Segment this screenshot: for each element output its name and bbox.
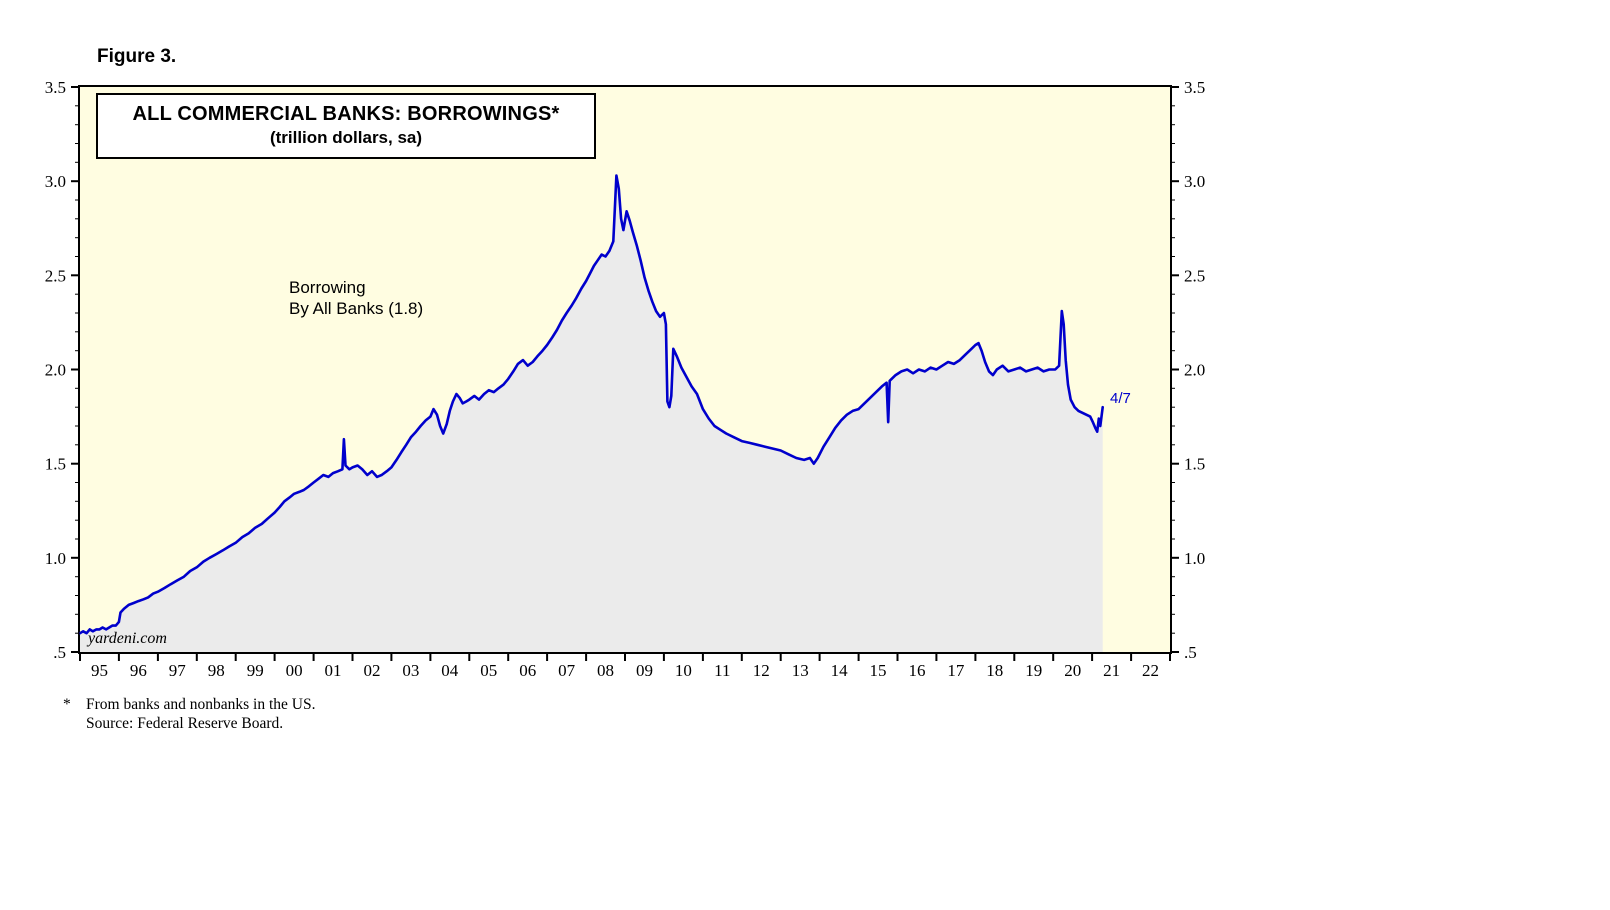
svg-text:1.5: 1.5 — [45, 455, 66, 474]
source-text: Source: Federal Reserve Board. — [86, 715, 284, 732]
svg-text:2.5: 2.5 — [45, 266, 66, 285]
series-annotation-line2: By All Banks (1.8) — [289, 299, 424, 318]
watermark-yardeni: yardeni.com — [88, 630, 167, 647]
svg-text:15: 15 — [870, 661, 887, 680]
svg-text:00: 00 — [286, 661, 303, 680]
chart-title: ALL COMMERCIAL BANKS: BORROWINGS* — [132, 103, 560, 125]
svg-text:17: 17 — [947, 661, 965, 680]
svg-text:99: 99 — [247, 661, 264, 680]
footnote-text: From banks and nonbanks in the US. — [86, 696, 316, 713]
svg-text:3.0: 3.0 — [45, 172, 66, 191]
svg-text:05: 05 — [480, 661, 497, 680]
svg-text:95: 95 — [91, 661, 108, 680]
chart-svg: .5 .5 1.0 1.0 1.5 1.5 2.0 2.0 2.5 2.5 3.0 3.0 3.5 3.5… — [45, 78, 1206, 680]
svg-text:08: 08 — [597, 661, 614, 680]
series-annotation: Borrowing By All Banks (1.8) — [289, 277, 423, 319]
svg-text:06: 06 — [519, 661, 536, 680]
svg-text:3.0: 3.0 — [1184, 172, 1205, 191]
svg-text:01: 01 — [325, 661, 342, 680]
svg-text:10: 10 — [675, 661, 692, 680]
svg-text:1.0: 1.0 — [1184, 549, 1205, 568]
svg-text:18: 18 — [986, 661, 1003, 680]
last-value-date-label: 4/7 — [1110, 390, 1131, 407]
footnote-asterisk: * — [63, 696, 71, 713]
svg-text:2.0: 2.0 — [1184, 361, 1205, 380]
chart-title-box: ALL COMMERCIAL BANKS: BORROWINGS* (trill… — [96, 93, 596, 159]
svg-text:03: 03 — [402, 661, 419, 680]
svg-text:96: 96 — [130, 661, 147, 680]
svg-text:.5: .5 — [53, 643, 66, 662]
svg-text:2.0: 2.0 — [45, 361, 66, 380]
svg-text:16: 16 — [909, 661, 926, 680]
svg-text:02: 02 — [364, 661, 381, 680]
svg-text:.5: .5 — [1184, 643, 1197, 662]
svg-text:1.0: 1.0 — [45, 549, 66, 568]
svg-text:20: 20 — [1064, 661, 1081, 680]
svg-text:09: 09 — [636, 661, 653, 680]
chart-plot-area: .5 .5 1.0 1.0 1.5 1.5 2.0 2.0 2.5 2.5 3.0 3.0 3.5 3.5… — [45, 78, 1206, 680]
svg-text:1.5: 1.5 — [1184, 455, 1205, 474]
svg-text:21: 21 — [1103, 661, 1120, 680]
svg-text:98: 98 — [208, 661, 225, 680]
svg-text:13: 13 — [792, 661, 809, 680]
figure-label: Figure 3. — [97, 46, 177, 67]
svg-text:12: 12 — [753, 661, 770, 680]
svg-text:3.5: 3.5 — [45, 78, 66, 97]
svg-text:2.5: 2.5 — [1184, 266, 1205, 285]
series-annotation-line1: Borrowing — [289, 278, 366, 297]
footnotes: * From banks and nonbanks in the US. Sou… — [63, 695, 315, 733]
svg-text:14: 14 — [831, 661, 849, 680]
svg-text:19: 19 — [1025, 661, 1042, 680]
svg-text:04: 04 — [441, 661, 459, 680]
svg-text:07: 07 — [558, 661, 576, 680]
svg-text:11: 11 — [714, 661, 730, 680]
svg-text:22: 22 — [1142, 661, 1159, 680]
svg-text:97: 97 — [169, 661, 187, 680]
chart-subtitle: (trillion dollars, sa) — [269, 128, 423, 147]
svg-text:3.5: 3.5 — [1184, 78, 1205, 97]
